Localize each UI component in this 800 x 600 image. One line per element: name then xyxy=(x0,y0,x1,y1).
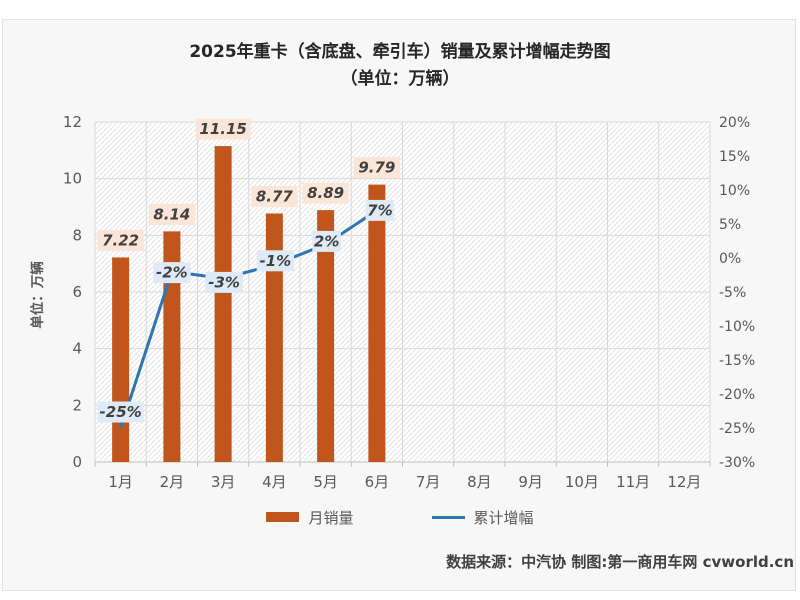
right-axis-tick-label: -25% xyxy=(719,421,755,437)
bar-label-bg xyxy=(251,186,298,208)
line-label: -25% xyxy=(100,403,142,421)
bar-label: 7.22 xyxy=(102,231,139,249)
right-axis-tick-label: -10% xyxy=(719,319,755,335)
line-label-bg xyxy=(365,199,395,221)
x-axis-label: 1月 xyxy=(108,473,133,491)
legend-label-cumulative-growth: 累计增幅 xyxy=(473,508,534,527)
bar-label: 9.79 xyxy=(358,159,395,177)
legend-item-monthly-sales: 月销量 xyxy=(266,507,354,528)
line-label: 7% xyxy=(367,201,392,219)
line-label-bg xyxy=(312,230,341,252)
left-axis-tick-label: 8 xyxy=(72,226,82,244)
legend-item-cumulative-growth: 累计增幅 xyxy=(431,507,534,528)
line-label-bg xyxy=(256,250,295,272)
x-axis-label: 3月 xyxy=(211,473,236,491)
bar-label: 8.14 xyxy=(153,205,190,223)
line-label: -3% xyxy=(208,273,240,291)
right-axis-tick-label: 15% xyxy=(719,149,750,165)
bar-label: 8.89 xyxy=(307,184,344,202)
x-axis-label: 11月 xyxy=(616,473,650,491)
right-axis-tick-label: -5% xyxy=(719,285,746,301)
x-axis-label: 6月 xyxy=(365,473,390,491)
bar-label-bg xyxy=(353,157,401,179)
line-swatch-icon xyxy=(431,515,465,519)
bar-1月 xyxy=(112,257,130,462)
bar-3月 xyxy=(214,146,232,463)
line-label: -1% xyxy=(260,252,292,270)
left-axis-tick-label: 2 xyxy=(72,396,82,414)
line-label-bg xyxy=(205,271,243,293)
line-label-bg xyxy=(153,262,191,284)
right-axis-tick-label: -20% xyxy=(719,387,755,403)
x-axis-label: 4月 xyxy=(262,473,287,491)
bar-6月 xyxy=(368,184,386,462)
right-axis-tick-label: -15% xyxy=(719,353,755,369)
bar-label-bg xyxy=(195,118,251,140)
legend-label-monthly-sales: 月销量 xyxy=(308,508,354,527)
line-label: 2% xyxy=(314,232,339,250)
x-axis-label: 8月 xyxy=(467,473,492,491)
line-label-bg xyxy=(97,401,144,423)
line-label: -2% xyxy=(156,264,188,282)
right-axis-tick-label: 20% xyxy=(719,115,750,131)
bar-5月 xyxy=(317,210,335,462)
source-note: 数据来源：中汽协 制图:第一商用车网 cvworld.cn xyxy=(446,553,794,571)
right-axis-tick-label: 5% xyxy=(719,217,741,233)
chart-title-block: 2025年重卡（含底盘、牵引车）销量及累计增幅走势图 （单位：万辆） xyxy=(0,39,800,93)
bar-4月 xyxy=(265,213,283,462)
left-axis-tick-label: 6 xyxy=(72,283,82,301)
right-axis-tick-label: 10% xyxy=(719,183,750,199)
x-axis-label: 10月 xyxy=(565,473,599,491)
bar-swatch-icon xyxy=(266,512,300,522)
bar-label-bg xyxy=(148,203,196,225)
x-axis-label: 5月 xyxy=(313,473,338,491)
left-axis-tick-label: 12 xyxy=(63,113,82,131)
page-title: 2025年重卡（含底盘、牵引车）销量及累计增幅走势图 xyxy=(189,42,611,62)
page-subtitle: （单位：万辆） xyxy=(340,69,460,89)
bar-label-bg xyxy=(97,229,144,251)
x-axis-label: 2月 xyxy=(160,473,185,491)
right-axis-tick-label: 0% xyxy=(719,251,741,267)
bar-label: 11.15 xyxy=(199,120,246,138)
left-axis-tick-label: 10 xyxy=(63,170,82,188)
x-axis-label: 12月 xyxy=(667,473,701,491)
left-axis-tick-label: 0 xyxy=(72,453,82,471)
bar-label: 8.77 xyxy=(256,188,294,206)
bar-label-bg xyxy=(302,182,349,204)
x-axis-label: 7月 xyxy=(416,473,441,491)
chart-legend: 月销量 累计增幅 xyxy=(0,504,800,530)
left-axis-tick-label: 4 xyxy=(72,340,82,358)
x-axis-label: 9月 xyxy=(518,473,543,491)
right-axis-tick-label: -30% xyxy=(719,455,755,471)
